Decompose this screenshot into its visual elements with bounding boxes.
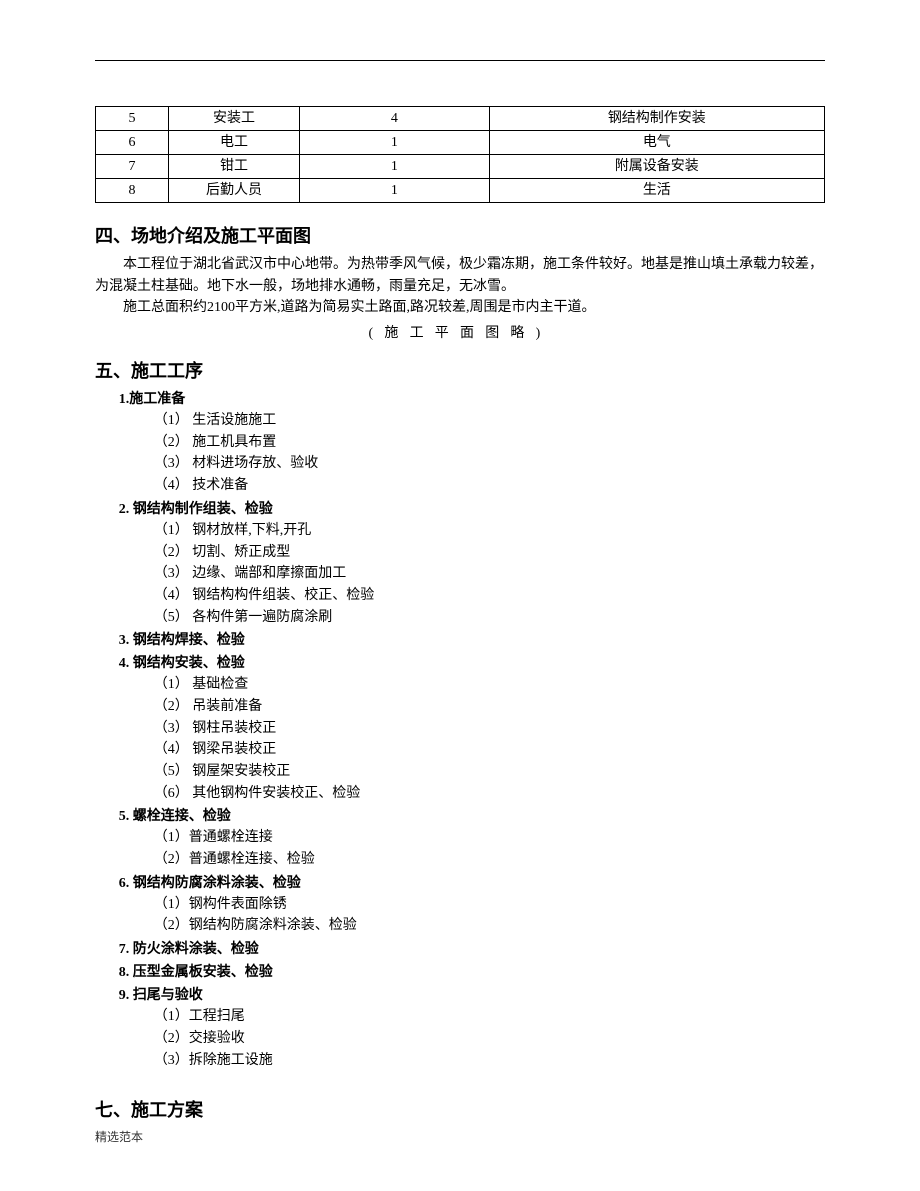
cell-index: 7	[96, 155, 169, 179]
cell-task: 电气	[489, 131, 824, 155]
header-rule	[95, 60, 825, 61]
procedure-substep: （5） 钢屋架安装校正	[154, 761, 825, 783]
procedure-substep: （2） 施工机具布置	[154, 432, 825, 454]
procedure-substep: （2） 吊装前准备	[154, 696, 825, 718]
section5-body: 1.施工准备（1） 生活设施施工（2） 施工机具布置（3） 材料进场存放、验收（…	[95, 389, 825, 1071]
table-row: 5 安装工 4 钢结构制作安装	[96, 107, 825, 131]
table-row: 8 后勤人员 1 生活	[96, 179, 825, 203]
cell-count: 1	[300, 155, 490, 179]
cell-role: 安装工	[168, 107, 299, 131]
procedure-substep: （1）工程扫尾	[154, 1006, 825, 1028]
procedure-substep: （1）钢构件表面除锈	[154, 894, 825, 916]
cell-role: 后勤人员	[168, 179, 299, 203]
procedure-step-title: 6. 钢结构防腐涂料涂装、检验	[119, 873, 825, 894]
cell-task: 生活	[489, 179, 824, 203]
procedure-substep: （2）钢结构防腐涂料涂装、检验	[154, 915, 825, 937]
personnel-table: 5 安装工 4 钢结构制作安装 6 电工 1 电气 7 钳工 1 附属设备安装 …	[95, 106, 825, 203]
table-row: 7 钳工 1 附属设备安装	[96, 155, 825, 179]
procedure-substep: （3） 钢柱吊装校正	[154, 718, 825, 740]
procedure-substep: （3） 边缘、端部和摩擦面加工	[154, 563, 825, 585]
cell-task: 附属设备安装	[489, 155, 824, 179]
procedure-step-title: 4. 钢结构安装、检验	[119, 653, 825, 674]
cell-index: 5	[96, 107, 169, 131]
procedure-substep: （1） 生活设施施工	[154, 410, 825, 432]
procedure-step-title: 2. 钢结构制作组装、检验	[119, 499, 825, 520]
procedure-substep: （5） 各构件第一遍防腐涂刷	[154, 607, 825, 629]
procedure-substep: （2） 切割、矫正成型	[154, 542, 825, 564]
cell-count: 1	[300, 131, 490, 155]
procedure-step-title: 5. 螺栓连接、检验	[119, 806, 825, 827]
procedure-substep: （4） 钢结构构件组装、校正、检验	[154, 585, 825, 607]
procedure-substep: （4） 技术准备	[154, 475, 825, 497]
table-row: 6 电工 1 电气	[96, 131, 825, 155]
cell-task: 钢结构制作安装	[489, 107, 824, 131]
procedure-substep: （2）普通螺栓连接、检验	[154, 849, 825, 871]
procedure-step-title: 1.施工准备	[119, 389, 825, 410]
procedure-substep: （2）交接验收	[154, 1028, 825, 1050]
procedure-substep: （1）普通螺栓连接	[154, 827, 825, 849]
section4-para2: 施工总面积约2100平方米,道路为简易实土路面,路况较差,周围是市内主干道。	[95, 297, 825, 319]
section4-note: (施工平面图略)	[95, 323, 825, 344]
procedure-substep: （3）拆除施工设施	[154, 1050, 825, 1072]
section5-heading: 五、施工工序	[95, 358, 825, 385]
section4-heading: 四、场地介绍及施工平面图	[95, 223, 825, 250]
section4-para1: 本工程位于湖北省武汉市中心地带。为热带季风气候，极少霜冻期，施工条件较好。地基是…	[95, 254, 825, 297]
cell-index: 8	[96, 179, 169, 203]
procedure-substep: （4） 钢梁吊装校正	[154, 739, 825, 761]
footer-text: 精选范本	[95, 1128, 143, 1146]
procedure-substep: （1） 基础检查	[154, 674, 825, 696]
cell-role: 电工	[168, 131, 299, 155]
cell-role: 钳工	[168, 155, 299, 179]
procedure-step-title: 3. 钢结构焊接、检验	[119, 630, 825, 651]
procedure-substep: （1） 钢材放样,下料,开孔	[154, 520, 825, 542]
procedure-step-title: 8. 压型金属板安装、检验	[119, 962, 825, 983]
procedure-step-title: 7. 防火涂料涂装、检验	[119, 939, 825, 960]
section7-heading: 七、施工方案	[95, 1097, 825, 1124]
procedure-step-title: 9. 扫尾与验收	[119, 985, 825, 1006]
procedure-substep: （3） 材料进场存放、验收	[154, 453, 825, 475]
procedure-substep: （6） 其他钢构件安装校正、检验	[154, 783, 825, 805]
cell-index: 6	[96, 131, 169, 155]
cell-count: 4	[300, 107, 490, 131]
cell-count: 1	[300, 179, 490, 203]
